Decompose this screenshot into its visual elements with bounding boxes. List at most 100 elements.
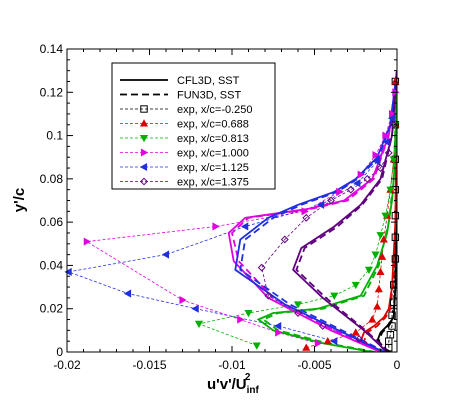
data-point-5-1 (275, 328, 283, 337)
data-point-4-9 (381, 212, 390, 220)
data-point-7-8 (346, 185, 355, 194)
data-point-5-0 (314, 339, 323, 348)
data-point-6-4 (64, 267, 72, 276)
data-point-7-4 (257, 263, 266, 272)
data-point-3-6 (376, 267, 385, 275)
legend-label: CFL3D, SST (177, 75, 240, 87)
x-tick-label: -0.015 (132, 358, 166, 372)
legend-label: exp, x/c=0.688 (177, 119, 249, 131)
data-point-4-6 (364, 266, 373, 274)
legend-entry: exp, x/c=1.000 (120, 148, 249, 160)
x-tick-label: 0 (394, 358, 401, 372)
y-tick-label: 0.1 (46, 129, 63, 143)
data-point-2-7 (391, 255, 400, 263)
data-point-4-0 (252, 342, 261, 350)
data-point-3-1 (323, 336, 332, 345)
data-point-6-1 (273, 321, 282, 331)
legend-marker (140, 148, 149, 157)
legend-entry: CFL3D, SST (120, 75, 240, 87)
legend-entry: FUN3D, SST (120, 90, 241, 102)
data-point-3-3 (368, 315, 377, 323)
data-point-7-5 (280, 235, 289, 244)
series-line-12 (227, 70, 397, 352)
series-line-10 (256, 70, 397, 352)
data-point-2-3 (388, 322, 396, 330)
legend-entry: exp, x/c=-0.250 (120, 104, 253, 116)
data-point-5-4 (83, 237, 92, 246)
data-point-7-0 (355, 335, 363, 343)
data-point-3-8 (379, 235, 388, 243)
data-point-4-1 (194, 320, 204, 329)
data-point-6-5 (161, 250, 170, 259)
data-point-6-11 (387, 114, 396, 123)
data-point-4-5 (351, 281, 360, 290)
x-tick-label: -0.02 (53, 358, 81, 372)
data-point-2-4 (388, 311, 396, 319)
data-point-6-6 (240, 222, 249, 231)
x-axis-label: u'v'/Uinf 2 (207, 372, 260, 396)
data-point-7-2 (294, 309, 302, 317)
data-point-3-4 (373, 302, 382, 310)
series-line-17 (295, 70, 397, 352)
data-point-3-7 (378, 252, 387, 260)
x-axis-label-sup: 2 (245, 372, 251, 383)
data-point-5-11 (388, 109, 397, 118)
legend-entries: CFL3D, SST FUN3D, SST exp, x/c=-0.250 exp, … (120, 75, 253, 189)
legend-label: exp, x/c=1.375 (177, 177, 249, 189)
data-point-7-10 (376, 164, 385, 172)
y-axis-label: y'/c (11, 188, 28, 212)
data-point-6-3 (123, 289, 132, 298)
y-tick-label: 0.06 (40, 215, 64, 229)
legend-entry: exp, x/c=1.125 (120, 162, 249, 174)
data-point-2-2 (386, 330, 395, 339)
y-tick-label: 0.08 (40, 172, 64, 186)
legend-entry: exp, x/c=0.813 (120, 133, 249, 145)
data-point-7-1 (318, 322, 327, 330)
legend-label: exp, x/c=1.000 (177, 148, 249, 160)
y-tick-label: 0.02 (40, 302, 64, 316)
data-point-3-2 (351, 328, 360, 336)
data-point-5-8 (357, 170, 365, 179)
data-point-2-9 (391, 211, 400, 220)
data-point-6-8 (353, 179, 361, 188)
legend-entry: exp, x/c=1.375 (120, 177, 249, 189)
series-line-13 (231, 70, 397, 352)
y-tick-label: 0.14 (40, 42, 64, 56)
y-tick-label: 0.12 (40, 85, 64, 99)
data-point-7-12 (389, 120, 398, 129)
data-point-7-3 (264, 291, 273, 300)
series-line-14 (234, 70, 397, 352)
data-point-5-6 (301, 207, 309, 216)
data-point-5-7 (336, 187, 344, 196)
legend-box (111, 62, 276, 190)
legend-marker (139, 119, 149, 127)
x-tick-label: -0.005 (297, 358, 331, 372)
data-point-6-7 (316, 200, 325, 209)
data-point-4-8 (376, 232, 385, 240)
legend-marker (140, 105, 148, 113)
legend-label: exp, x/c=0.813 (177, 133, 249, 145)
data-point-6-10 (382, 138, 391, 147)
series-line-3 (306, 81, 396, 349)
data-point-5-2 (237, 315, 245, 324)
data-point-5-10 (382, 131, 390, 140)
data-point-5-3 (179, 296, 187, 305)
data-point-3-0 (302, 343, 311, 351)
series-line-1 (377, 70, 397, 352)
data-point-2-8 (391, 233, 400, 241)
legend-marker (140, 177, 148, 186)
legend: CFL3D, SST FUN3D, SST exp, x/c=-0.250 exp, … (111, 62, 276, 190)
data-point-6-2 (191, 304, 199, 313)
data-point-4-3 (293, 301, 303, 309)
y-tick-label: 0 (56, 345, 63, 359)
data-point-3-5 (374, 285, 383, 293)
y-tick-label: 0.04 (40, 258, 64, 272)
legend-label: FUN3D, SST (177, 90, 241, 102)
data-point-7-11 (384, 148, 393, 157)
legend-entry: exp, x/c=0.688 (120, 119, 249, 131)
x-axis-label-sub: inf (247, 385, 260, 396)
data-point-4-2 (244, 309, 253, 318)
data-point-5-5 (212, 222, 220, 231)
series-line-16 (292, 70, 397, 352)
